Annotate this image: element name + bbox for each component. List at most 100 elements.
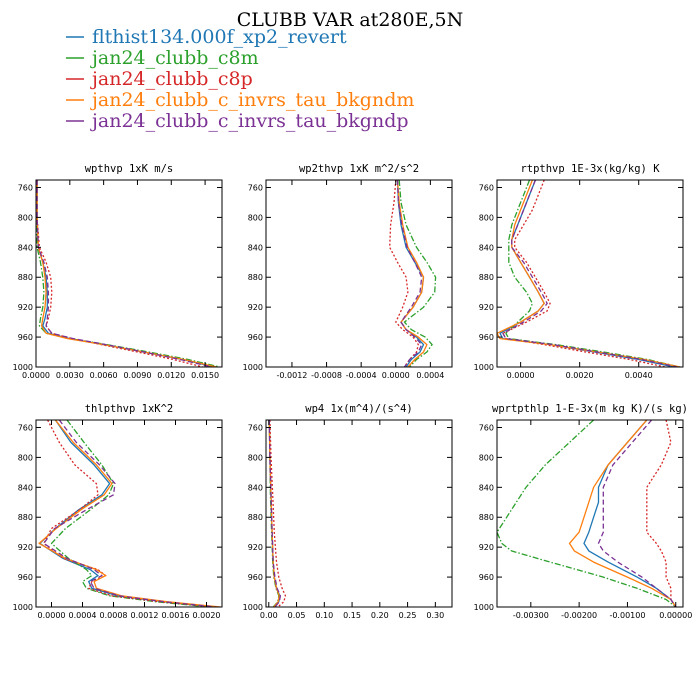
y-tick-label: 840 <box>18 483 33 492</box>
series-group <box>497 420 677 607</box>
x-tick-label: 0.0000 <box>38 611 66 620</box>
series-line-5 <box>502 180 678 367</box>
y-tick-label: 880 <box>479 513 494 522</box>
x-tick-label: 0.0120 <box>157 371 185 380</box>
x-tick-label: 0.05 <box>288 611 306 620</box>
x-tick-label: 0.0090 <box>123 371 151 380</box>
y-tick-label: 960 <box>479 333 494 342</box>
y-tick-label: 1000 <box>474 603 494 612</box>
panel-frame <box>265 179 453 368</box>
series-group <box>36 180 220 367</box>
panel-title: thlpthvp 1xK^2 <box>85 403 174 415</box>
panel-frame <box>35 179 223 368</box>
y-tick-label: 880 <box>18 273 33 282</box>
legend: flthist134.000f_xp2_revertjan24_clubb_c8… <box>66 26 414 132</box>
x-tick-label: 0.0060 <box>90 371 118 380</box>
panel-1: wpthvp 1xK m/s76080084088092096010000.00… <box>13 163 223 380</box>
series-line-2 <box>50 420 211 607</box>
series-line-3 <box>646 420 677 607</box>
x-tick-label: -0.00100 <box>609 611 645 620</box>
y-tick-label: 880 <box>479 273 494 282</box>
x-tick-label: 0.0012 <box>131 611 159 620</box>
panel-5: wp4 1x(m^4)/(s^4)76080084088092096010000… <box>243 403 453 620</box>
series-line-5 <box>597 420 677 607</box>
panel-title: wp4 1x(m^4)/(s^4) <box>305 403 412 415</box>
y-tick-label: 760 <box>248 423 263 432</box>
series-line-5 <box>268 420 282 607</box>
y-tick-label: 960 <box>18 333 33 342</box>
y-tick-label: 880 <box>248 513 263 522</box>
series-line-5 <box>36 180 213 367</box>
x-tick-label: 0.00 <box>260 611 278 620</box>
x-tick-label: 0.20 <box>371 611 389 620</box>
y-tick-label: 800 <box>479 213 494 222</box>
x-tick-label: 0.25 <box>399 611 417 620</box>
panel-4: thlpthvp 1xK^2 760 800 840 880 920 960 1000 0.00… <box>13 403 223 620</box>
series-group <box>38 420 221 607</box>
series-group <box>389 180 437 367</box>
panel-frame <box>496 179 684 368</box>
y-tick-label: 920 <box>248 543 263 552</box>
x-tick-label: 0.30 <box>426 611 444 620</box>
series-line-4 <box>38 420 221 607</box>
x-tick-label: 0.00000 <box>659 611 692 620</box>
x-tick-label: 0.0020 <box>566 371 594 380</box>
panel-title: wp2thvp 1xK m^2/s^2 <box>299 163 419 175</box>
y-tick-label: 920 <box>18 543 33 552</box>
x-tick-label: -0.0012 <box>277 371 308 380</box>
x-tick-label: 0.0004 <box>416 371 444 380</box>
series-line-3 <box>389 180 419 367</box>
series-group <box>497 180 681 367</box>
y-tick-label: 840 <box>479 243 494 252</box>
y-tick-label: 880 <box>248 273 263 282</box>
series-line-3 <box>36 180 203 367</box>
series-line-2 <box>398 180 437 367</box>
legend-entry: flthist134.000f_xp2_revert <box>92 26 347 48</box>
legend-entry: jan24_clubb_c_invrs_tau_bkgndm <box>90 89 414 111</box>
y-tick-label: 840 <box>18 243 33 252</box>
series-line-5 <box>43 420 216 607</box>
legend-entry: jan24_clubb_c8p <box>90 68 253 90</box>
panel-title: wprtpthlp 1-E-3x(m kg K)/(s kg) <box>492 403 688 415</box>
series-line-5 <box>396 180 423 367</box>
panel-frame <box>265 419 453 608</box>
y-tick-label: 800 <box>248 453 263 462</box>
x-tick-label: -0.0008 <box>311 371 342 380</box>
y-tick-label: 960 <box>479 573 494 582</box>
x-tick-label: 0.15 <box>343 611 361 620</box>
legend-entry: jan24_clubb_c8m <box>90 47 259 69</box>
y-tick-label: 800 <box>18 213 33 222</box>
series-line-4 <box>396 180 428 367</box>
y-tick-label: 840 <box>248 243 263 252</box>
y-tick-label: 760 <box>479 183 494 192</box>
y-tick-label: 1000 <box>13 363 33 372</box>
y-tick-label: 920 <box>479 543 494 552</box>
panels: wpthvp 1xK m/s76080084088092096010000.00… <box>13 163 693 620</box>
x-tick-label: 0.0150 <box>191 371 219 380</box>
series-line-4 <box>568 420 677 607</box>
x-tick-label: -0.00200 <box>561 611 597 620</box>
x-tick-label: 0.0000 <box>382 371 410 380</box>
panel-title: rtpthvp 1E-3x(kg/kg) K <box>520 163 660 175</box>
series-line-3 <box>43 420 215 607</box>
y-tick-label: 920 <box>248 303 263 312</box>
y-tick-label: 960 <box>18 573 33 582</box>
x-tick-label: 0.0004 <box>69 611 97 620</box>
panel-3: rtpthvp 1E-3x(kg/kg) K 760 800 840 880 920 960… <box>474 163 684 380</box>
x-tick-label: 0.0000 <box>22 371 50 380</box>
x-tick-label: -0.00300 <box>513 611 549 620</box>
y-tick-label: 920 <box>479 303 494 312</box>
y-tick-label: 800 <box>479 453 494 462</box>
y-tick-label: 760 <box>18 423 33 432</box>
y-tick-label: 760 <box>248 183 263 192</box>
y-tick-label: 840 <box>248 483 263 492</box>
y-tick-label: 1000 <box>13 603 33 612</box>
x-tick-label: 0.10 <box>315 611 333 620</box>
panel-2: wp2thvp 1xK m^2/s^2 760 800 840 880 920 960 100… <box>243 163 453 380</box>
x-tick-label: -0.0004 <box>346 371 377 380</box>
panel-frame <box>35 419 223 608</box>
x-tick-label: 0.0020 <box>193 611 221 620</box>
y-tick-label: 840 <box>479 483 494 492</box>
panel-title: wpthvp 1xK m/s <box>85 163 174 175</box>
x-tick-label: 0.0040 <box>625 371 653 380</box>
